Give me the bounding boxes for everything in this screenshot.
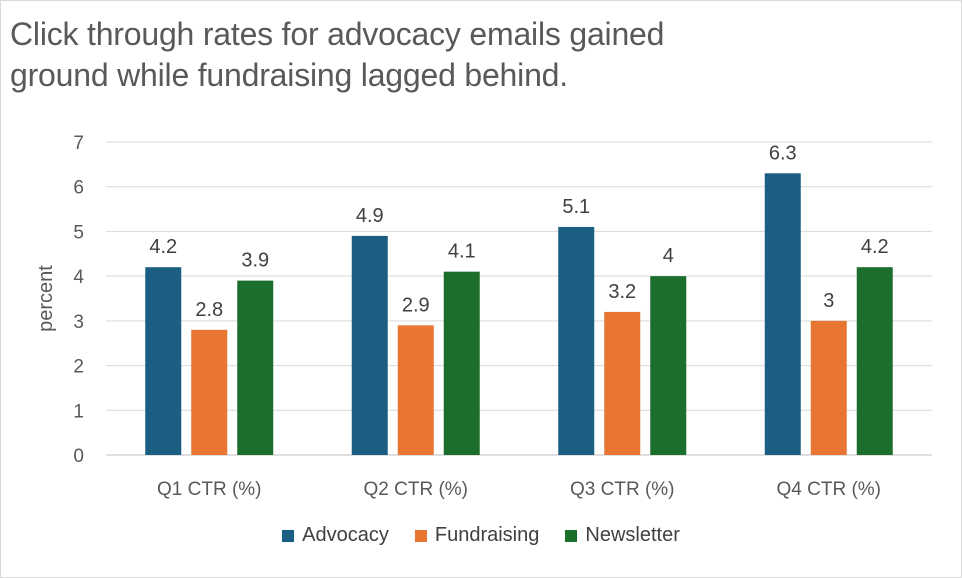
chart-title: Click through rates for advocacy emails … <box>10 16 665 93</box>
legend-swatch-newsletter <box>565 529 578 542</box>
data-label: 3.9 <box>241 250 269 272</box>
bar-newsletter-2 <box>443 271 480 455</box>
bar-newsletter-4 <box>856 267 893 455</box>
data-label: 4.2 <box>149 236 177 258</box>
chart-legend: Advocacy Fundraising Newsletter <box>0 524 962 547</box>
data-label: 5.1 <box>562 196 590 218</box>
x-tick-label: Q4 CTR (%) <box>777 479 882 500</box>
data-label: 3 <box>823 290 834 312</box>
y-tick-label: 0 <box>73 446 84 467</box>
y-tick-label: 4 <box>73 267 84 288</box>
data-label: 6.3 <box>769 142 797 164</box>
bar-advocacy-2 <box>351 235 388 455</box>
data-label: 4 <box>663 245 674 267</box>
y-axis-label: percent <box>35 265 57 332</box>
y-tick-label: 2 <box>73 357 84 378</box>
x-tick-label: Q1 CTR (%) <box>157 479 262 500</box>
legend-label-newsletter: Newsletter <box>585 524 680 546</box>
legend-swatch-advocacy <box>282 529 295 542</box>
bar-advocacy-4 <box>764 173 801 456</box>
data-label: 4.2 <box>861 236 889 258</box>
legend-label-advocacy: Advocacy <box>302 524 389 546</box>
bar-advocacy-1 <box>145 267 182 455</box>
y-tick-label: 1 <box>73 401 84 422</box>
bar-fundraising-1 <box>191 329 228 455</box>
data-label: 3.2 <box>608 281 636 303</box>
data-label: 4.1 <box>448 241 476 263</box>
bar-advocacy-3 <box>558 226 595 455</box>
legend-item-advocacy: Advocacy <box>282 524 389 547</box>
legend-item-newsletter: Newsletter <box>565 524 680 547</box>
y-tick-label: 7 <box>73 133 84 154</box>
bar-fundraising-2 <box>397 325 434 455</box>
y-tick-label: 5 <box>73 222 84 243</box>
data-label: 2.9 <box>402 294 430 316</box>
legend-item-fundraising: Fundraising <box>414 524 540 547</box>
legend-label-fundraising: Fundraising <box>434 524 540 546</box>
x-tick-label: Q2 CTR (%) <box>364 479 469 500</box>
data-label: 4.9 <box>356 205 384 227</box>
bar-newsletter-1 <box>237 280 274 455</box>
legend-swatch-fundraising <box>414 529 427 542</box>
bar-fundraising-4 <box>810 320 847 455</box>
y-tick-label: 6 <box>73 178 84 199</box>
bar-newsletter-3 <box>650 276 687 455</box>
bar-fundraising-3 <box>604 311 641 455</box>
x-tick-label: Q3 CTR (%) <box>570 479 675 500</box>
data-label: 2.8 <box>195 299 223 321</box>
y-tick-label: 3 <box>73 312 84 333</box>
